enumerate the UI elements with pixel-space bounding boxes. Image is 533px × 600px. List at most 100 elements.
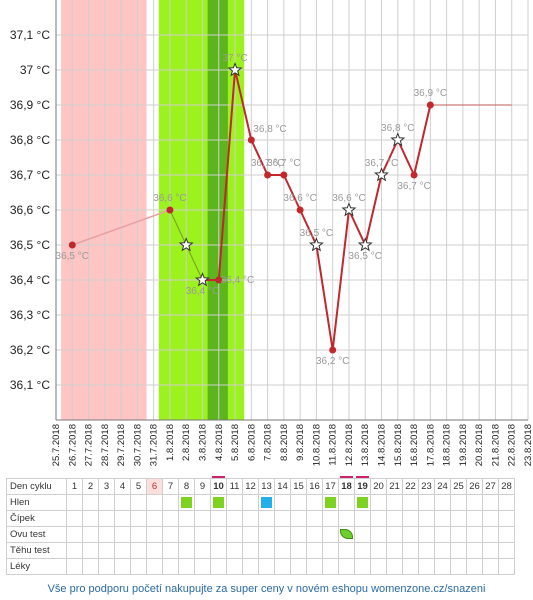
cycle-cell[interactable] (306, 526, 323, 543)
cycle-cell[interactable] (450, 558, 467, 575)
cycle-cell[interactable] (498, 526, 515, 543)
cycle-cell[interactable] (290, 558, 307, 575)
cycle-cell[interactable] (130, 558, 147, 575)
cycle-cell[interactable] (242, 526, 259, 543)
cycle-cell[interactable] (258, 510, 275, 527)
cycle-cell[interactable] (258, 494, 275, 511)
cycle-cell[interactable] (130, 494, 147, 511)
cycle-cell[interactable] (418, 558, 435, 575)
cycle-cell[interactable] (194, 526, 211, 543)
cycle-cell[interactable] (98, 558, 115, 575)
cycle-cell[interactable] (290, 510, 307, 527)
cycle-cell[interactable] (338, 494, 355, 511)
cycle-cell[interactable] (258, 526, 275, 543)
cycle-cell[interactable] (482, 510, 499, 527)
cycle-cell[interactable] (66, 542, 83, 559)
cycle-cell[interactable] (82, 510, 99, 527)
cycle-cell[interactable] (482, 494, 499, 511)
cycle-cell[interactable] (210, 558, 227, 575)
cycle-cell[interactable] (322, 558, 339, 575)
cycle-cell[interactable] (242, 494, 259, 511)
cycle-cell[interactable] (290, 494, 307, 511)
cycle-cell[interactable] (98, 526, 115, 543)
cycle-cell[interactable] (98, 542, 115, 559)
cycle-cell[interactable] (178, 542, 195, 559)
cycle-cell[interactable] (306, 510, 323, 527)
cycle-cell[interactable] (338, 542, 355, 559)
cycle-cell[interactable] (178, 558, 195, 575)
cycle-cell[interactable] (114, 526, 131, 543)
cycle-cell[interactable] (354, 558, 371, 575)
cycle-cell[interactable] (434, 558, 451, 575)
cycle-cell[interactable] (226, 558, 243, 575)
cycle-cell[interactable] (210, 510, 227, 527)
cycle-cell[interactable] (66, 558, 83, 575)
cycle-cell[interactable] (418, 494, 435, 511)
cycle-cell[interactable] (274, 494, 291, 511)
cycle-cell[interactable] (338, 510, 355, 527)
cycle-cell[interactable] (146, 526, 163, 543)
cycle-cell[interactable] (322, 526, 339, 543)
cycle-cell[interactable] (114, 510, 131, 527)
cycle-cell[interactable] (194, 558, 211, 575)
cycle-cell[interactable] (450, 526, 467, 543)
cycle-cell[interactable] (82, 494, 99, 511)
cycle-cell[interactable] (82, 558, 99, 575)
cycle-cell[interactable] (194, 542, 211, 559)
cycle-cell[interactable] (258, 558, 275, 575)
cycle-cell[interactable] (98, 510, 115, 527)
cycle-cell[interactable] (210, 526, 227, 543)
cycle-cell[interactable] (354, 526, 371, 543)
cycle-cell[interactable] (498, 494, 515, 511)
cycle-cell[interactable] (402, 558, 419, 575)
cycle-cell[interactable] (114, 494, 131, 511)
cycle-cell[interactable] (82, 542, 99, 559)
cycle-cell[interactable] (482, 526, 499, 543)
cycle-cell[interactable] (466, 542, 483, 559)
cycle-cell[interactable] (386, 494, 403, 511)
cycle-cell[interactable] (162, 542, 179, 559)
cycle-cell[interactable] (386, 558, 403, 575)
cycle-cell[interactable] (450, 510, 467, 527)
cycle-cell[interactable] (386, 526, 403, 543)
cycle-cell[interactable] (322, 494, 339, 511)
cycle-cell[interactable] (178, 526, 195, 543)
cycle-cell[interactable] (370, 510, 387, 527)
cycle-cell[interactable] (242, 510, 259, 527)
cycle-cell[interactable] (242, 558, 259, 575)
cycle-cell[interactable] (370, 542, 387, 559)
cycle-cell[interactable] (306, 542, 323, 559)
cycle-cell[interactable] (194, 494, 211, 511)
footer-promo-link[interactable]: Vše pro podporu početí nakupujte za supe… (47, 583, 486, 595)
cycle-cell[interactable] (450, 494, 467, 511)
cycle-cell[interactable] (66, 526, 83, 543)
cycle-cell[interactable] (338, 526, 355, 543)
cycle-cell[interactable] (434, 494, 451, 511)
cycle-cell[interactable] (130, 542, 147, 559)
cycle-cell[interactable] (130, 510, 147, 527)
cycle-cell[interactable] (402, 510, 419, 527)
cycle-cell[interactable] (498, 510, 515, 527)
cycle-cell[interactable] (274, 542, 291, 559)
cycle-cell[interactable] (146, 494, 163, 511)
cycle-cell[interactable] (402, 494, 419, 511)
cycle-cell[interactable] (498, 542, 515, 559)
cycle-cell[interactable] (162, 494, 179, 511)
cycle-cell[interactable] (178, 510, 195, 527)
cycle-cell[interactable] (162, 510, 179, 527)
cycle-cell[interactable] (66, 494, 83, 511)
cycle-cell[interactable] (322, 542, 339, 559)
cycle-cell[interactable] (386, 510, 403, 527)
cycle-cell[interactable] (114, 542, 131, 559)
cycle-cell[interactable] (306, 558, 323, 575)
cycle-cell[interactable] (114, 558, 131, 575)
cycle-cell[interactable] (466, 494, 483, 511)
cycle-cell[interactable] (322, 510, 339, 527)
cycle-cell[interactable] (482, 558, 499, 575)
cycle-cell[interactable] (402, 542, 419, 559)
cycle-cell[interactable] (466, 558, 483, 575)
cycle-cell[interactable] (210, 542, 227, 559)
cycle-cell[interactable] (498, 558, 515, 575)
cycle-cell[interactable] (130, 526, 147, 543)
cycle-cell[interactable] (402, 526, 419, 543)
